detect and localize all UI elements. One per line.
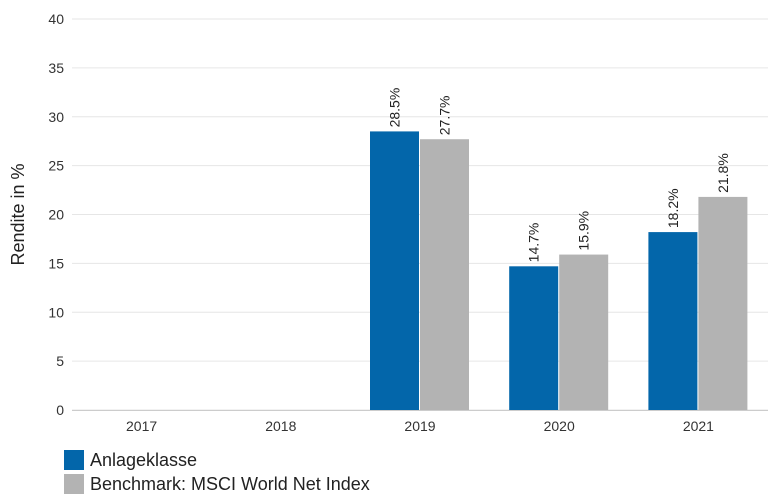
legend-item-anlageklasse: Anlageklasse <box>64 448 370 472</box>
legend-swatch-anlageklasse <box>64 450 84 470</box>
data-label: 27.7% <box>437 96 453 136</box>
bar-benchmark-2021 <box>698 196 748 410</box>
data-label: 15.9% <box>576 211 592 251</box>
y-tick-label: 25 <box>48 158 64 174</box>
bar-anlageklasse-2021 <box>648 232 698 410</box>
y-tick-label: 30 <box>48 109 64 125</box>
legend-label-benchmark: Benchmark: MSCI World Net Index <box>90 473 370 494</box>
legend-item-benchmark: Benchmark: MSCI World Net Index <box>64 472 370 496</box>
bar-benchmark-2020 <box>559 254 609 410</box>
x-tick-label: 2017 <box>126 418 157 434</box>
data-label: 14.7% <box>526 223 542 263</box>
bar-anlageklasse-2020 <box>509 266 559 410</box>
bars <box>370 131 748 411</box>
data-label: 18.2% <box>665 188 681 228</box>
y-axis-title: Rendite in % <box>8 163 28 265</box>
legend: Anlageklasse Benchmark: MSCI World Net I… <box>64 448 370 496</box>
x-tick-label: 2021 <box>683 418 714 434</box>
legend-label-anlageklasse: Anlageklasse <box>90 449 198 470</box>
y-tick-label: 40 <box>48 11 64 27</box>
data-label: 21.8% <box>715 153 731 193</box>
chart: 0 5 10 15 20 25 30 35 40 28.5% 27.7% 14.7% 15.9% 18.… <box>8 11 768 434</box>
y-tick-label: 20 <box>48 207 64 223</box>
y-tick-label: 10 <box>48 304 64 320</box>
y-tick-label: 15 <box>48 255 64 271</box>
bar-anlageklasse-2019 <box>370 131 419 410</box>
x-tick-label: 2019 <box>404 418 435 434</box>
x-axis-ticks: 2017 2018 2019 2020 2021 <box>126 418 714 434</box>
x-tick-label: 2018 <box>265 418 296 434</box>
x-tick-label: 2020 <box>544 418 575 434</box>
bar-benchmark-2019 <box>420 139 469 411</box>
y-tick-label: 5 <box>56 353 64 369</box>
data-labels: 28.5% 27.7% 14.7% 15.9% 18.2% 21.8% <box>387 88 731 263</box>
legend-swatch-benchmark <box>64 474 84 494</box>
y-axis-ticks: 0 5 10 15 20 25 30 35 40 <box>48 11 64 418</box>
y-tick-label: 0 <box>56 402 64 418</box>
y-tick-label: 35 <box>48 60 64 76</box>
data-label: 28.5% <box>387 88 403 128</box>
